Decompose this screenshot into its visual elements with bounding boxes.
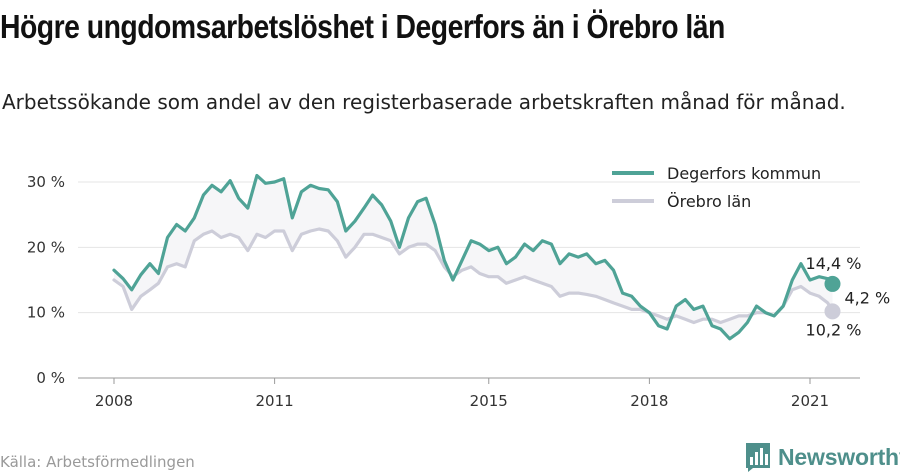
x-tick-label: 2018 bbox=[630, 392, 668, 410]
end-label-degerfors: 14,4 % bbox=[806, 254, 862, 273]
legend: Degerfors kommun Örebro län bbox=[612, 164, 821, 211]
legend-label: Degerfors kommun bbox=[667, 164, 821, 183]
x-tick-label: 2015 bbox=[470, 392, 508, 410]
y-tick-label: 20 % bbox=[27, 238, 65, 256]
x-tick-label: 2008 bbox=[95, 392, 133, 410]
y-axis: 0 % 10 % 20 % 30 % bbox=[27, 173, 65, 387]
chart-subtitle: Arbetssökande som andel av den registerb… bbox=[2, 90, 846, 114]
series-line-degerfors bbox=[112, 173, 835, 341]
legend-label: Örebro län bbox=[667, 192, 751, 211]
y-tick-label: 0 % bbox=[36, 369, 65, 387]
source-note: Källa: Arbetsförmedlingen bbox=[0, 453, 195, 471]
y-tick-label: 10 % bbox=[27, 304, 65, 322]
series-line-orebro bbox=[112, 227, 835, 325]
brand-name: Newsworthy bbox=[778, 443, 900, 470]
brand-logo: Newsworthy bbox=[745, 441, 900, 473]
series-lines bbox=[112, 173, 835, 341]
end-points: 14,4 % 10,2 % 4,2 % bbox=[806, 254, 891, 339]
end-point-orebro bbox=[824, 303, 841, 320]
end-label-orebro: 10,2 % bbox=[806, 320, 862, 339]
x-axis: 2008 2011 2015 2018 2021 bbox=[95, 378, 829, 410]
bar-chart-logo-icon bbox=[746, 443, 770, 472]
difference-label: 4,2 % bbox=[844, 289, 890, 308]
end-point-degerfors bbox=[824, 275, 841, 292]
y-tick-label: 30 % bbox=[27, 173, 65, 191]
x-tick-label: 2021 bbox=[791, 392, 829, 410]
page-title: Högre ungdomsarbetslöshet i Degerfors än… bbox=[0, 8, 725, 45]
x-tick-label: 2011 bbox=[256, 392, 294, 410]
